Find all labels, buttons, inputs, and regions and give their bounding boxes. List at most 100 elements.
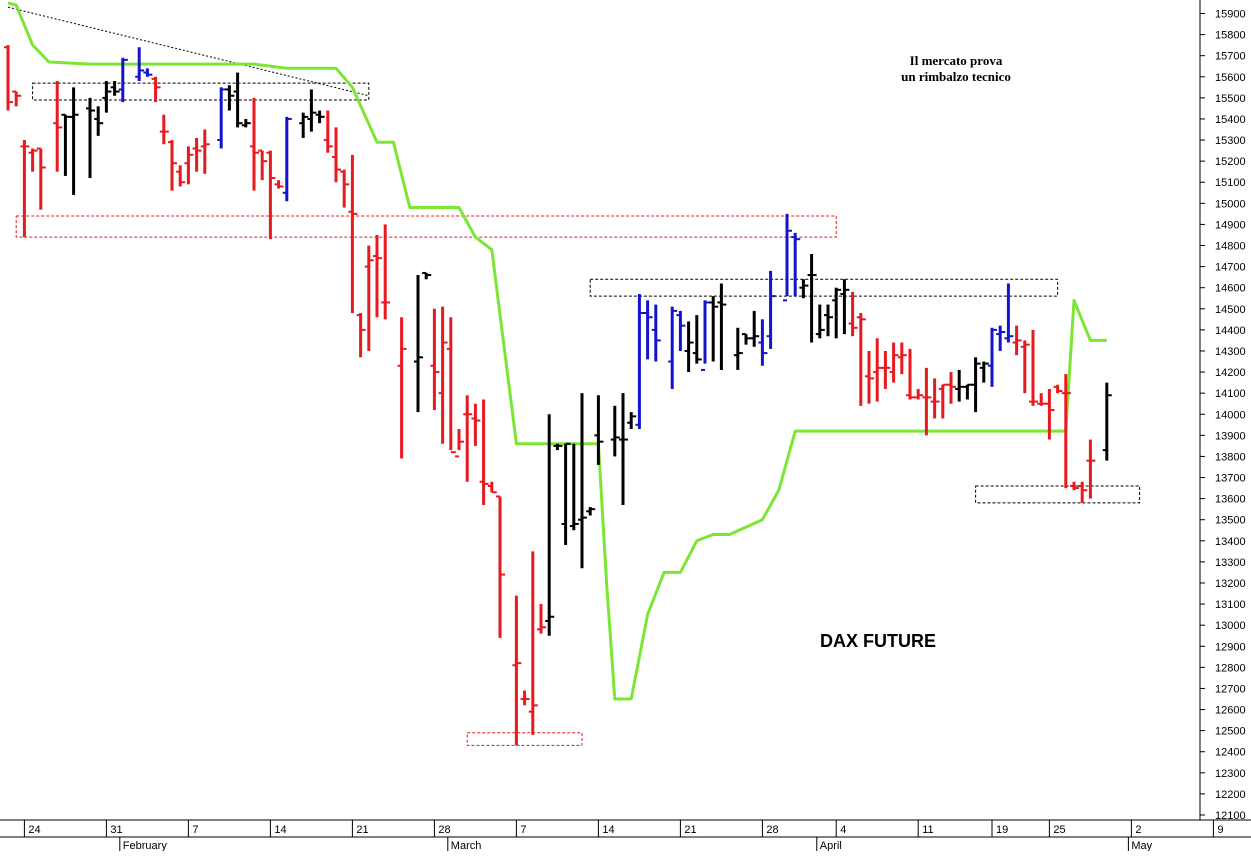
ohlc-bar [668, 306, 678, 389]
ohlc-bar [110, 80, 120, 96]
ohlc-bar [86, 97, 95, 179]
ohlc-bar [307, 89, 317, 132]
y-tick-label: 15800 [1215, 30, 1246, 42]
ohlc-bar [824, 304, 833, 337]
ohlc-bar [512, 595, 522, 746]
ohlc-bar [963, 383, 973, 400]
ohlc-bar [873, 338, 883, 402]
ohlc-bar [348, 154, 358, 314]
y-tick-label: 12600 [1215, 705, 1246, 717]
chart-title: DAX FUTURE [820, 631, 936, 651]
ohlc-bar [1078, 481, 1088, 503]
x-tick-label: 4 [840, 824, 846, 836]
stop-line-series [7, 1, 1107, 701]
ohlc-bar [684, 321, 694, 373]
ohlc-bar [1102, 382, 1112, 461]
ohlc-bar [643, 300, 653, 360]
ohlc-bar [1086, 439, 1096, 499]
zones-layer [15, 82, 1141, 746]
ohlc-bar [315, 110, 325, 124]
ohlc-bar [1053, 384, 1063, 394]
ohlc-bar [356, 313, 366, 358]
ohlc-bar [1029, 329, 1038, 406]
ohlc-bar [364, 245, 374, 351]
ohlc-bar [865, 350, 874, 404]
resistance-trendline [7, 6, 369, 97]
ohlc-bar [422, 271, 432, 280]
y-tick-label: 14700 [1215, 262, 1246, 274]
ohlc-bar [676, 310, 686, 351]
ohlc-bar [938, 383, 948, 419]
ohlc-bar [807, 253, 817, 343]
ohlc-bar [430, 308, 440, 411]
y-tick-label: 12300 [1215, 768, 1246, 780]
x-tick-label: 24 [28, 824, 40, 836]
zone-box [975, 485, 1141, 504]
x-tick-label: 7 [520, 824, 526, 836]
y-tick-label: 12400 [1215, 747, 1246, 759]
ohlc-bar [791, 232, 801, 297]
x-tick-label: 28 [438, 824, 450, 836]
x-tick-label: 14 [602, 824, 614, 836]
ohlc-bar [53, 80, 63, 172]
ohlc-bar [988, 327, 997, 387]
zone-box [589, 278, 1059, 297]
ohlc-bar [381, 224, 391, 320]
ohlc-bar [496, 495, 505, 638]
y-tick-label: 13600 [1215, 494, 1246, 506]
ohlc-bar [4, 45, 13, 111]
y-tick-label: 12500 [1215, 726, 1246, 738]
ohlc-bar [274, 180, 284, 189]
ohlc-bar [537, 604, 546, 634]
ohlc-bar [455, 429, 464, 458]
x-tick-label: 21 [684, 824, 696, 836]
ohlc-bar [471, 403, 481, 446]
ohlc-bar [118, 57, 128, 103]
ohlc-bar [94, 106, 104, 136]
zone-box [466, 732, 583, 746]
ohlc-bar [701, 300, 710, 371]
ohlc-bar [1004, 283, 1014, 343]
ohlc-bar [766, 270, 776, 349]
ohlc-bar [479, 399, 489, 505]
ohlc-bar [914, 388, 924, 400]
ohlc-bar [651, 304, 661, 362]
ohlc-bar [996, 325, 1006, 351]
month-label: March [451, 840, 482, 851]
y-tick-label: 14100 [1215, 388, 1246, 400]
ohlc-bar [463, 395, 473, 482]
ohlc-bar [955, 369, 965, 402]
ohlc-bar [36, 147, 46, 210]
y-tick-label: 13300 [1215, 557, 1246, 569]
ohlc-bar [176, 165, 186, 187]
y-tick-label: 15200 [1215, 156, 1246, 168]
ohlc-bar [143, 68, 153, 77]
y-tick-label: 15500 [1215, 93, 1246, 105]
ohlc-bar [102, 80, 112, 113]
ohlc-bar [192, 137, 202, 172]
y-tick-label: 14600 [1215, 283, 1246, 295]
ohlc-bar [733, 327, 743, 370]
y-tick-label: 15300 [1215, 135, 1246, 147]
y-tick-label: 13900 [1215, 430, 1246, 442]
ohlc-bar [750, 310, 760, 347]
y-tick-label: 15700 [1215, 51, 1246, 63]
y-tick-label: 13800 [1215, 451, 1246, 463]
annotation-line-1: Il mercato prova [910, 53, 1003, 68]
ohlc-bar [947, 372, 956, 404]
ohlc-bar [832, 287, 842, 339]
x-tick-label: 28 [766, 824, 778, 836]
ohlc-bar [241, 118, 251, 128]
ohlc-bar [487, 481, 497, 494]
y-tick-label: 15600 [1215, 72, 1246, 84]
y-tick-label: 15900 [1215, 9, 1246, 21]
ohlc-bar [1037, 393, 1047, 406]
ohlc-bar [250, 97, 259, 191]
ohlc-bar [159, 114, 169, 145]
ohlc-bar [282, 116, 292, 202]
ohlc-bar [61, 113, 71, 176]
x-tick-label: 11 [922, 824, 933, 836]
y-tick-label: 12100 [1215, 810, 1246, 822]
